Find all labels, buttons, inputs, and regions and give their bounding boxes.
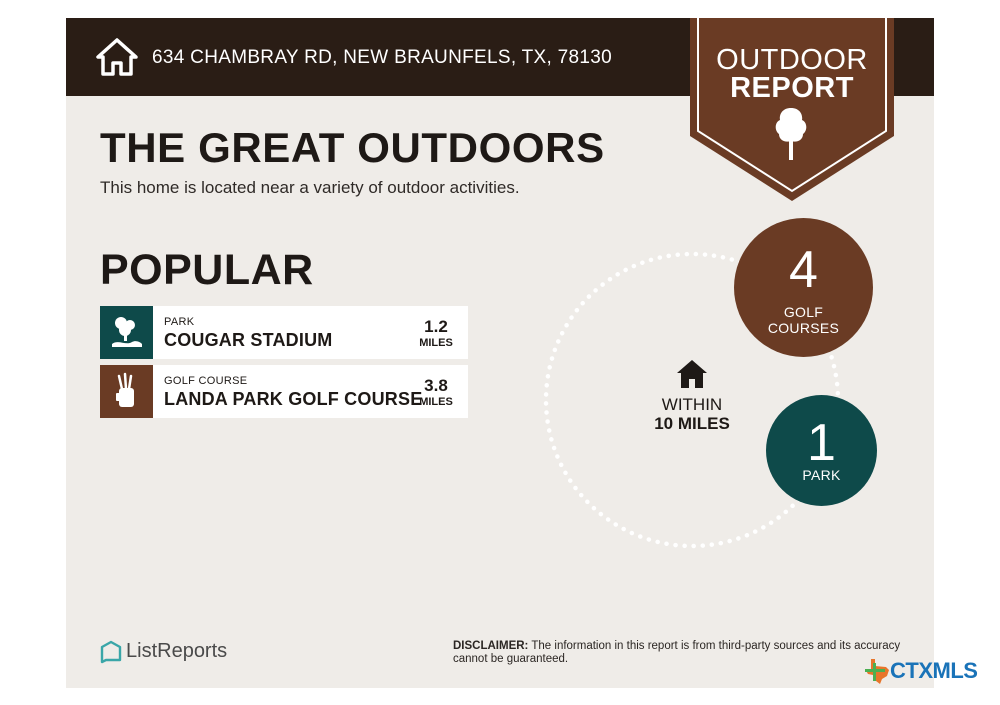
badge-line-2: REPORT bbox=[730, 72, 854, 104]
page-title: THE GREAT OUTDOORS bbox=[100, 124, 605, 171]
popular-heading: POPULAR bbox=[100, 246, 314, 294]
listreports-logo-icon bbox=[100, 640, 122, 664]
ctxmls-logo: CTXMLS bbox=[862, 657, 982, 687]
item-category: PARK bbox=[164, 316, 195, 328]
park-icon bbox=[112, 317, 142, 347]
radius-label-line-2: 10 MILES bbox=[654, 414, 730, 433]
golf-courses-label-2: COURSES bbox=[767, 320, 840, 336]
list-item-park[interactable]: PARK COUGAR STADIUM 1.2 MILES bbox=[100, 306, 468, 359]
parks-label: PARK bbox=[802, 467, 841, 483]
ctxmls-logo-text: CTXMLS bbox=[890, 658, 978, 683]
disclaimer-text: The information in this report is from t… bbox=[453, 640, 901, 665]
property-address: 634 CHAMBRAY RD, NEW BRAUNFELS, TX, 7813… bbox=[152, 47, 613, 68]
parks-count: 1 bbox=[807, 414, 836, 472]
item-distance: 1.2 bbox=[424, 317, 448, 336]
radius-label-line-1: WITHIN bbox=[661, 395, 723, 414]
badge-line-1: OUTDOOR bbox=[716, 44, 868, 76]
item-distance: 3.8 bbox=[424, 376, 448, 395]
outdoor-report-card: 634 CHAMBRAY RD, NEW BRAUNFELS, TX, 7813… bbox=[66, 18, 934, 688]
golf-bag-icon bbox=[116, 372, 134, 407]
parks-count-bubble: 1 PARK bbox=[766, 395, 877, 506]
disclaimer: DISCLAIMER: The information in this repo… bbox=[453, 640, 913, 666]
golf-courses-count-bubble: 4 GOLF COURSES bbox=[734, 218, 873, 357]
item-name: LANDA PARK GOLF COURSE bbox=[164, 389, 423, 409]
golf-icon-tile bbox=[100, 365, 153, 418]
listreports-logo-text: ListReports bbox=[126, 640, 228, 662]
item-distance-unit: MILES bbox=[419, 396, 453, 408]
disclaimer-label: DISCLAIMER: bbox=[453, 640, 529, 652]
listreports-logo: ListReports bbox=[100, 638, 300, 668]
page-subtitle: This home is located near a variety of o… bbox=[100, 178, 520, 197]
item-distance-unit: MILES bbox=[419, 337, 453, 349]
home-icon bbox=[96, 38, 138, 76]
item-name: COUGAR STADIUM bbox=[164, 330, 333, 350]
golf-courses-label-1: GOLF bbox=[783, 304, 824, 320]
center-home-icon bbox=[677, 360, 707, 388]
park-icon-tile bbox=[100, 306, 153, 359]
golf-courses-count: 4 bbox=[789, 241, 818, 299]
texas-state-icon bbox=[865, 659, 889, 684]
list-item-golf-course[interactable]: GOLF COURSE LANDA PARK GOLF COURSE 3.8 M… bbox=[100, 365, 468, 418]
item-category: GOLF COURSE bbox=[164, 375, 248, 387]
tree-icon bbox=[775, 108, 807, 160]
